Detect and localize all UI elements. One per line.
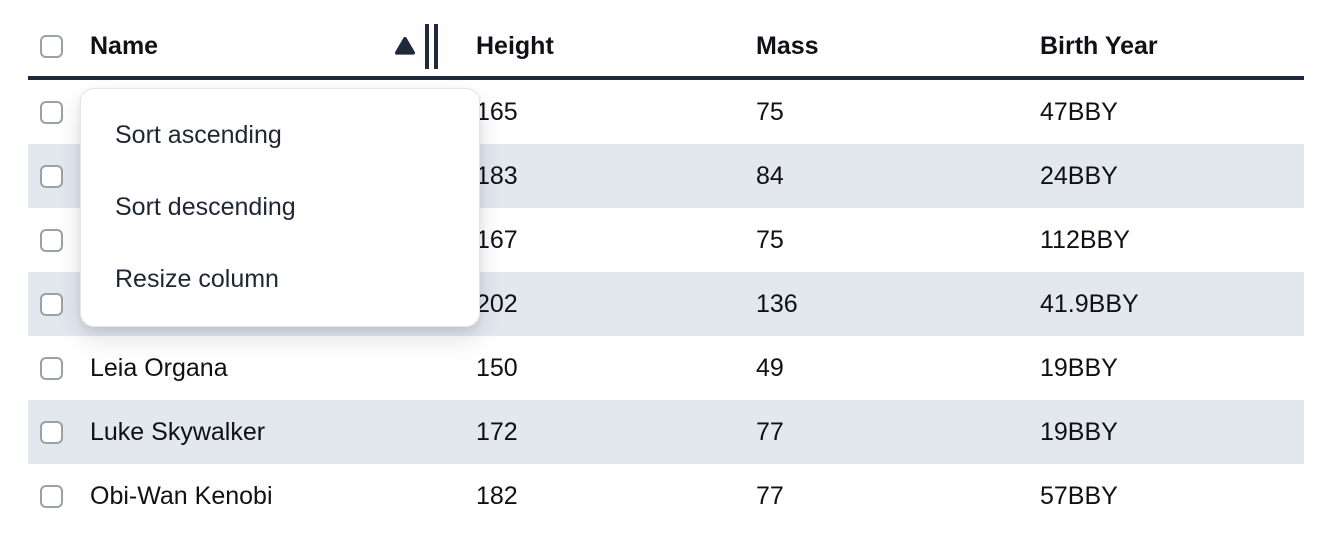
cell-birth-year: 19BBY (1040, 353, 1118, 382)
row-checkbox[interactable] (40, 420, 63, 444)
row-checkbox[interactable] (40, 100, 63, 124)
table-row: Obi-Wan Kenobi 182 77 57BBY (28, 464, 1304, 508)
column-context-menu: Sort ascending Sort descending Resize co… (80, 88, 480, 327)
cell-height: 167 (476, 225, 518, 254)
column-resize-handle[interactable] (425, 23, 438, 69)
table-row: Leia Organa 150 49 19BBY (28, 336, 1304, 400)
menu-item-resize-column[interactable]: Resize column (115, 264, 279, 293)
cell-height: 182 (476, 481, 518, 509)
row-checkbox[interactable] (40, 164, 63, 188)
row-checkbox[interactable] (40, 484, 63, 508)
row-checkbox[interactable] (40, 356, 63, 380)
select-all-checkbox[interactable] (40, 34, 63, 58)
table-viewport: Name Height Mass Birth Year 165 75 47BBY (28, 16, 1304, 508)
cell-name: Leia Organa (90, 353, 228, 382)
sort-controls (394, 16, 456, 76)
row-checkbox[interactable] (40, 228, 63, 252)
cell-mass: 84 (756, 161, 784, 190)
table-row: Luke Skywalker 172 77 19BBY (28, 400, 1304, 464)
cell-mass: 77 (756, 481, 784, 509)
cell-mass: 49 (756, 353, 784, 382)
menu-item-sort-ascending[interactable]: Sort ascending (115, 120, 282, 149)
header-checkbox-cell (28, 16, 76, 76)
cell-height: 165 (476, 97, 518, 126)
cell-birth-year: 57BBY (1040, 481, 1118, 509)
table-header: Name Height Mass Birth Year (28, 16, 1304, 80)
sort-ascending-icon (394, 36, 416, 56)
column-header-name-label: Name (90, 31, 159, 60)
cell-birth-year: 41.9BBY (1040, 289, 1139, 318)
cell-birth-year: 19BBY (1040, 417, 1118, 446)
cell-height: 183 (476, 161, 518, 190)
cell-name: Luke Skywalker (90, 417, 266, 446)
column-header-height[interactable]: Height (476, 31, 554, 60)
cell-birth-year: 47BBY (1040, 97, 1118, 126)
cell-height: 172 (476, 417, 518, 446)
cell-height: 202 (476, 289, 518, 318)
cell-mass: 136 (756, 289, 798, 318)
cell-mass: 77 (756, 417, 784, 446)
row-checkbox[interactable] (40, 292, 63, 316)
cell-mass: 75 (756, 225, 784, 254)
column-header-name[interactable]: Name (76, 16, 456, 76)
cell-birth-year: 24BBY (1040, 161, 1118, 190)
cell-mass: 75 (756, 97, 784, 126)
column-header-mass[interactable]: Mass (756, 31, 819, 60)
menu-item-sort-descending[interactable]: Sort descending (115, 192, 296, 221)
cell-birth-year: 112BBY (1040, 225, 1130, 254)
cell-name: Obi-Wan Kenobi (90, 481, 273, 509)
cell-height: 150 (476, 353, 518, 382)
column-header-birth-year[interactable]: Birth Year (1040, 31, 1158, 60)
